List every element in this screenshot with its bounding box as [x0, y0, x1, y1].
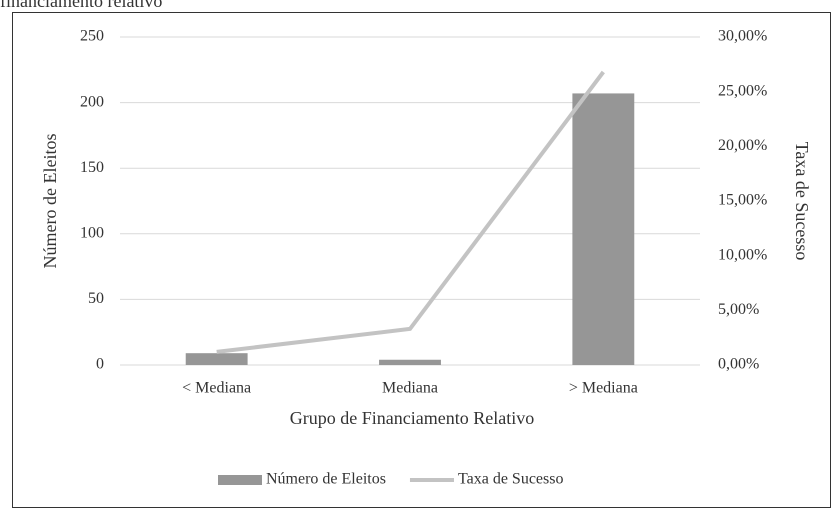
x-tick-label: Mediana — [382, 380, 438, 397]
y2-tick-label: 0,00% — [718, 356, 759, 373]
y2-axis-title: Taxa de Sucesso — [792, 142, 812, 261]
y2-tick-label: 25,00% — [718, 82, 767, 99]
y-tick-label: 0 — [96, 356, 104, 373]
y2-tick-label: 10,00% — [718, 246, 767, 263]
y2-tick-label: 5,00% — [718, 301, 759, 318]
y2-tick-label: 15,00% — [718, 192, 767, 209]
y-tick-label: 50 — [88, 290, 104, 307]
y-tick-label: 150 — [80, 159, 104, 176]
x-axis-title: Grupo de Financiamento Relativo — [290, 408, 534, 428]
chart-frame — [12, 12, 831, 508]
chart-title: financiamento relativo — [0, 0, 162, 11]
bar — [572, 93, 635, 365]
y2-tick-label: 20,00% — [718, 137, 767, 154]
y-tick-label: 100 — [80, 224, 104, 241]
bar — [185, 353, 248, 365]
y-tick-label: 200 — [80, 93, 104, 110]
x-tick-label: < Mediana — [182, 380, 251, 397]
y-axis-title: Número de Eleitos — [40, 134, 60, 269]
y-tick-label: 250 — [80, 28, 104, 45]
y2-tick-label: 30,00% — [718, 28, 767, 45]
legend-label: Número de Eleitos — [266, 471, 386, 488]
legend-label: Taxa de Sucesso — [458, 471, 564, 488]
legend-swatch — [218, 475, 262, 485]
bar — [379, 359, 441, 365]
x-tick-label: > Mediana — [569, 380, 638, 397]
line — [216, 70, 605, 354]
